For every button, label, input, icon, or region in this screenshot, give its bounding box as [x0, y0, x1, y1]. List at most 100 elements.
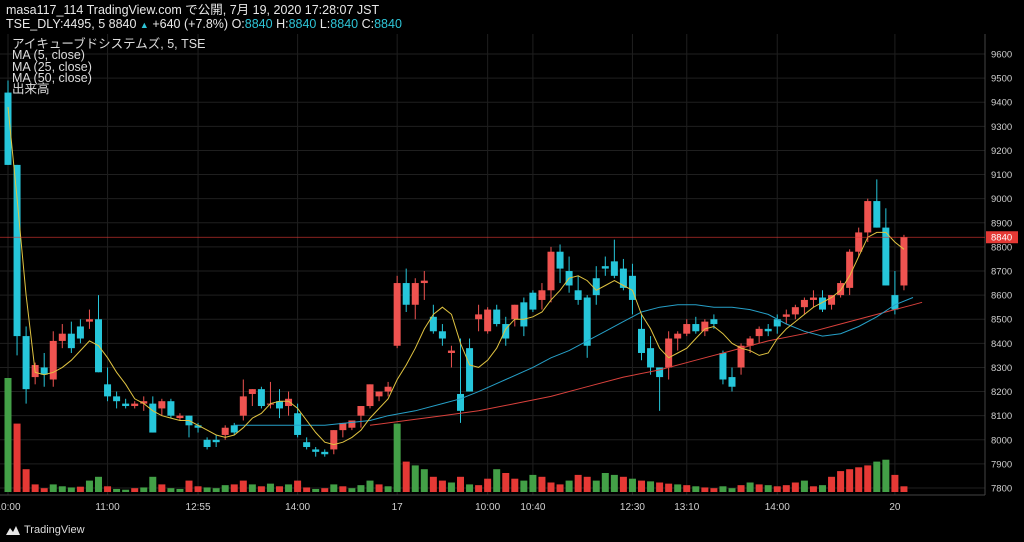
candle-body [22, 336, 30, 390]
volume-bar [520, 480, 528, 492]
candle-body [475, 314, 483, 320]
volume-bar [475, 485, 483, 492]
volume-bar [122, 489, 130, 492]
legend-ma5[interactable]: MA (5, close) [12, 48, 85, 63]
y-tick-label: 8900 [991, 218, 1012, 229]
candle-body [294, 413, 302, 435]
ma5-line [7, 106, 905, 446]
candle-body [701, 321, 709, 332]
candle-body [312, 449, 320, 452]
candle-body [647, 348, 655, 368]
candle-body [457, 393, 464, 411]
candle-body [683, 324, 691, 334]
volume-bar [85, 480, 93, 492]
candle-body [321, 451, 329, 455]
candle-body [574, 290, 582, 300]
volume-bar [791, 482, 799, 492]
volume-bar [13, 423, 21, 492]
candle-body [276, 401, 283, 409]
volume-bar [556, 484, 564, 492]
volume-bar [764, 485, 772, 492]
candle-body [239, 396, 247, 416]
candle-body [402, 283, 410, 305]
candle-body [610, 261, 618, 276]
candle-body [800, 299, 808, 308]
open-label: O: [231, 17, 245, 31]
candle-body [502, 324, 510, 339]
volume-bar [375, 484, 383, 492]
tradingview-logo[interactable]: TradingView [5, 524, 85, 536]
volume-bar [58, 486, 66, 492]
close-value: 8840 [374, 17, 402, 31]
volume-bar [891, 474, 899, 492]
volume-bar [447, 482, 455, 492]
volume-bar [547, 482, 555, 492]
legend-volume[interactable]: 出来高 [12, 82, 50, 97]
volume-bar [737, 485, 745, 492]
candle-body [755, 328, 763, 337]
volume-bar [131, 488, 139, 492]
y-tick-label: 8000 [991, 435, 1012, 446]
candle-body [158, 401, 166, 409]
y-tick-label: 8700 [991, 267, 1012, 278]
candle-body [791, 307, 799, 315]
candle-body [330, 430, 338, 450]
y-tick-label: 9100 [991, 170, 1012, 181]
candle-body [194, 425, 202, 428]
publish-info: masa117_114 TradingView.com で公開, 7月 19, … [6, 3, 380, 17]
legend-title[interactable]: アイキューブドシステムズ, 5, TSE [12, 37, 206, 51]
candle-body [855, 232, 863, 252]
legend-ma50[interactable]: MA (50, close) [12, 70, 92, 85]
volume-bar [900, 486, 908, 492]
candle-body [357, 406, 365, 416]
volume-bars [4, 378, 908, 492]
candle-body [113, 396, 121, 402]
x-tick-label: 10:00 [475, 502, 500, 513]
candle-body [674, 333, 682, 339]
legend-ma25[interactable]: MA (25, close) [12, 59, 92, 74]
x-tick-label: 14:00 [765, 502, 790, 513]
candle-body [710, 319, 718, 325]
volume-bar [176, 488, 184, 492]
volume-bar [773, 486, 781, 492]
candle-body [339, 422, 347, 431]
candle-body [257, 389, 265, 407]
close-label: C: [361, 17, 375, 31]
candle-body [511, 304, 519, 320]
candle-body [366, 384, 374, 407]
y-tick-label: 9300 [991, 122, 1012, 133]
volume-bar [339, 486, 347, 492]
volume-bar [837, 471, 845, 492]
volume-bar [846, 469, 854, 492]
candle-body [104, 384, 112, 397]
candle-body [429, 316, 437, 332]
candle-body [484, 309, 492, 332]
x-tick-label: 13:10 [674, 502, 699, 513]
volume-bar [248, 484, 256, 492]
volume-bar [113, 488, 121, 492]
x-tick-label: 20 [889, 502, 901, 513]
volume-bar [393, 423, 401, 492]
candle-body [375, 391, 383, 397]
volume-bar [746, 482, 754, 492]
volume-bar [429, 476, 437, 492]
volume-bar [855, 467, 863, 492]
candle-body [638, 328, 645, 353]
volume-bar [565, 480, 573, 492]
price-change: +640 (+7.8%) [152, 17, 229, 31]
candle-body [828, 295, 836, 305]
candle-body [131, 403, 139, 407]
volume-bar [276, 486, 283, 492]
volume-bar [819, 485, 826, 492]
volume-bar [728, 488, 736, 492]
high-value: 8840 [288, 17, 317, 31]
candle-body [864, 201, 872, 233]
candle-body [601, 266, 609, 269]
volume-bar [95, 476, 102, 492]
volume-bar [239, 480, 247, 492]
candle-body [556, 251, 564, 269]
candle-body [167, 401, 175, 416]
volume-bar [628, 478, 636, 492]
candle-body [692, 324, 700, 332]
